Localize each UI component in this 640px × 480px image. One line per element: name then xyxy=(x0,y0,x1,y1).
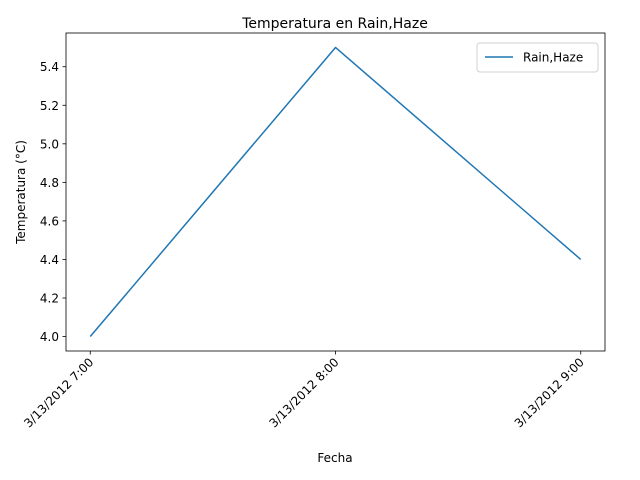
y-tick-label: 4.2 xyxy=(40,292,59,306)
chart-title: Temperatura en Rain,Haze xyxy=(241,16,428,32)
y-axis-label: Temperatura (°C) xyxy=(14,140,28,245)
legend-box xyxy=(476,42,599,73)
y-tick-label: 4.8 xyxy=(40,176,59,190)
y-tick-label: 5.0 xyxy=(40,137,59,151)
y-tick-label: 4.6 xyxy=(40,214,59,228)
legend-label: Rain,Haze xyxy=(523,51,583,65)
y-tick-label: 5.4 xyxy=(40,60,59,74)
y-tick-label: 5.2 xyxy=(40,99,59,113)
y-tick-label: 4.4 xyxy=(40,253,59,267)
y-axis: 4.0 4.2 4.4 4.6 4.8 5.0 5.2 5.4 xyxy=(40,60,66,344)
x-axis-label: Fecha xyxy=(317,451,352,465)
y-tick-label: 4.0 xyxy=(40,330,59,344)
axes-frame xyxy=(65,32,606,352)
legend: Rain,Haze xyxy=(476,42,599,73)
series-layer xyxy=(89,46,582,338)
series-line xyxy=(89,46,582,338)
